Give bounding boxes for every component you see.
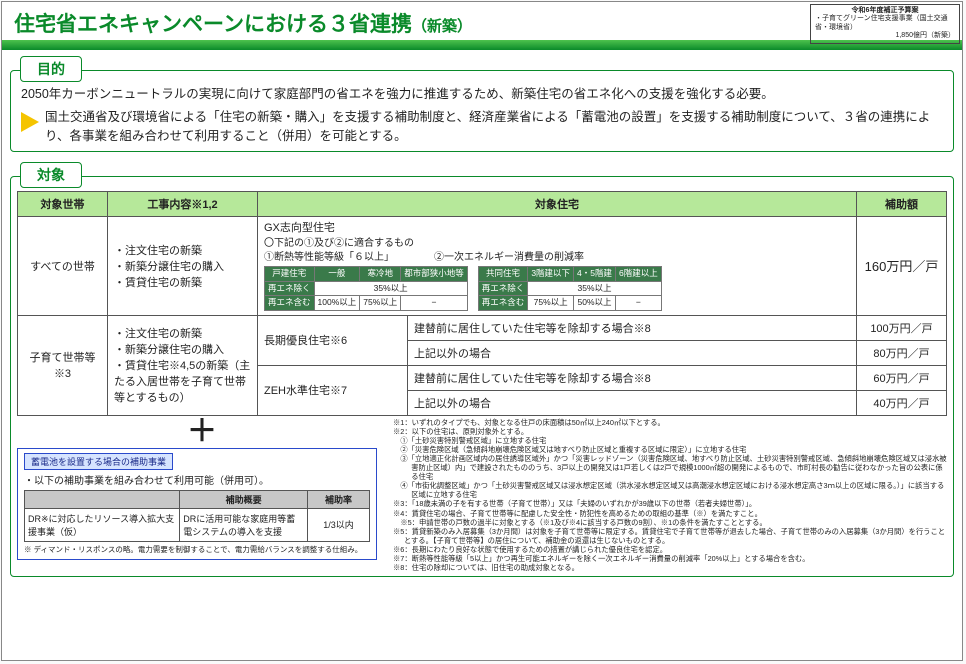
arrow-icon [21,112,39,132]
r2b-g2: 40万円／戸 [857,390,947,415]
mini-table-kodate: 戸建住宅一般寒冷地都市部狭小地等 再エネ除く35%以上 再エネ含む100%以上7… [264,266,468,310]
r1-gaku: 160万円／戸 [857,217,947,315]
section-label-purpose: 目的 [20,56,82,82]
r2a-g2: 80万円／戸 [857,340,947,365]
section-label-target: 対象 [20,162,82,188]
battery-footnote: ※ ディマンド・リスポンスの略。電力需要を制御することで、電力需給バランスを調整… [24,544,370,555]
gx-c2: ②一次エネルギー消費量の削減率 [434,251,584,265]
footnotes: ※1：いずれのタイプでも、対象となる住戸の床面積は50㎡以上240㎡以下とする。… [393,418,947,573]
mini-table-kyodo: 共同住宅3階建以下4・5階建6階建以上 再エネ除く35%以上 再エネ含む75%以… [478,266,662,310]
gx-c1: ①断熱等性能等級「６以上」 [264,251,394,265]
r2a-g1: 100万円／戸 [857,315,947,340]
r1-setai: すべての世帯 [18,217,108,315]
list-item: 注文住宅の新築 [114,325,251,341]
corner-line2: ・子育てグリーン住宅支援事業（国土交通省・環境省） [815,15,955,32]
list-item: 賃貸住宅の新築 [114,274,251,290]
list-item: 注文住宅の新築 [114,242,251,258]
plus-icon: ＋ [182,406,222,450]
r2b-taku: ZEH水準住宅※7 [258,365,408,415]
corner-line3: 1,850億円（新築） [815,32,955,40]
th-setai: 対象世帯 [18,192,108,217]
target-table: 対象世帯 工事内容※1,2 対象住宅 補助額 すべての世帯 注文住宅の新築 新築… [17,191,947,415]
purpose-body: 2050年カーボンニュートラルの実現に向けて家庭部門の省エネを強力に推進するため… [10,70,954,152]
battery-c3: 1/3以内 [307,508,369,541]
list-item: 賃貸住宅※4,5の新築（主たる入居世帯を子育て世帯等とするもの） [114,357,251,405]
purpose-p1: 2050年カーボンニュートラルの実現に向けて家庭部門の省エネを強力に推進するため… [21,85,943,104]
th-taku: 対象住宅 [258,192,857,217]
r2b-cond1: 建替前に居住していた住宅等を除却する場合※8 [408,365,857,390]
r2-setai: 子育て世帯等※3 [18,315,108,415]
battery-c1: DR※に対応したリソース導入拡大支援事業（仮） [25,508,180,541]
list-item: 新築分譲住宅の購入 [114,341,251,357]
target-body: 対象世帯 工事内容※1,2 対象住宅 補助額 すべての世帯 注文住宅の新築 新築… [10,176,954,577]
r2b-g1: 60万円／戸 [857,365,947,390]
budget-corner-box: 令和6年度補正予算案 ・子育てグリーン住宅支援事業（国土交通省・環境省） 1,8… [810,4,960,44]
gx-title: GX志向型住宅 [264,221,850,236]
page: 令和6年度補正予算案 ・子育てグリーン住宅支援事業（国土交通省・環境省） 1,8… [1,1,963,661]
battery-label: 蓄電池を設置する場合の補助事業 [24,453,173,470]
list-item: 新築分譲住宅の購入 [114,258,251,274]
r2a-cond2: 上記以外の場合 [408,340,857,365]
purpose-p2: 国土交通省及び環境省による「住宅の新築・購入」を支援する補助制度と、経済産業省に… [45,108,943,146]
th-kouji: 工事内容※1,2 [108,192,258,217]
battery-table: 補助概要補助率 DR※に対応したリソース導入拡大支援事業（仮） DRに活用可能な… [24,490,370,542]
r1-kouji: 注文住宅の新築 新築分譲住宅の購入 賃貸住宅の新築 [108,217,258,315]
r2b-cond2: 上記以外の場合 [408,390,857,415]
battery-c2: DRに活用可能な家庭用等蓄電システムの導入を支援 [180,508,308,541]
r2a-cond1: 建替前に居住していた住宅等を除却する場合※8 [408,315,857,340]
th-gaku: 補助額 [857,192,947,217]
r1-taku: GX志向型住宅 〇下記の①及び②に適合するもの ①断熱等性能等級「６以上」 ②一… [258,217,857,315]
r2a-taku: 長期優良住宅※6 [258,315,408,365]
battery-note: ・以下の補助事業を組み合わせて利用可能（併用可）。 [24,472,370,487]
gx-cond: 〇下記の①及び②に適合するもの [264,237,850,251]
battery-box: 蓄電池を設置する場合の補助事業 ・以下の補助事業を組み合わせて利用可能（併用可）… [17,448,377,560]
r2-kouji: 注文住宅の新築 新築分譲住宅の購入 賃貸住宅※4,5の新築（主たる入居世帯を子育… [108,315,258,415]
